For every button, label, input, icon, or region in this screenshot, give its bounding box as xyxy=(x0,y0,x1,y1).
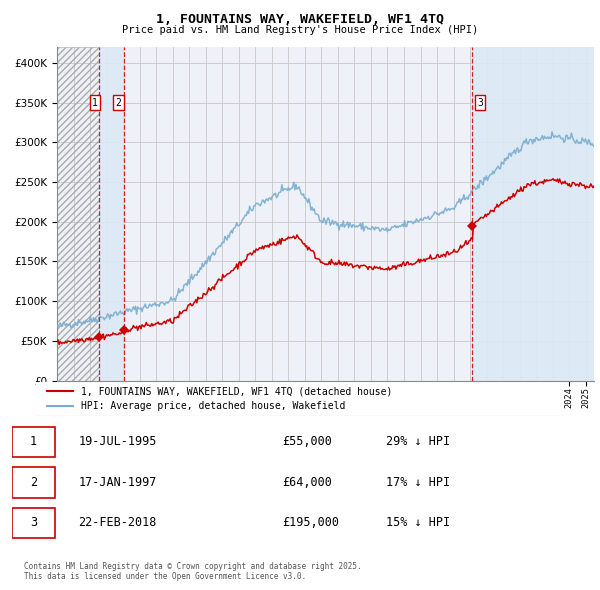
Text: 29% ↓ HPI: 29% ↓ HPI xyxy=(386,435,451,448)
Text: 15% ↓ HPI: 15% ↓ HPI xyxy=(386,516,451,529)
Text: 1: 1 xyxy=(30,435,37,448)
Text: £64,000: £64,000 xyxy=(283,476,332,489)
Bar xyxy=(99,47,124,381)
Text: 2: 2 xyxy=(115,98,121,108)
FancyBboxPatch shape xyxy=(12,467,55,497)
Text: £55,000: £55,000 xyxy=(283,435,332,448)
Text: 1, FOUNTAINS WAY, WAKEFIELD, WF1 4TQ: 1, FOUNTAINS WAY, WAKEFIELD, WF1 4TQ xyxy=(156,13,444,26)
FancyBboxPatch shape xyxy=(12,427,55,457)
Text: HPI: Average price, detached house, Wakefield: HPI: Average price, detached house, Wake… xyxy=(81,401,345,411)
Bar xyxy=(472,47,600,381)
Text: 1: 1 xyxy=(92,98,98,108)
Text: 19-JUL-1995: 19-JUL-1995 xyxy=(78,435,157,448)
FancyBboxPatch shape xyxy=(12,507,55,538)
Text: 17% ↓ HPI: 17% ↓ HPI xyxy=(386,476,451,489)
Text: Price paid vs. HM Land Registry's House Price Index (HPI): Price paid vs. HM Land Registry's House … xyxy=(122,25,478,35)
Text: Contains HM Land Registry data © Crown copyright and database right 2025.
This d: Contains HM Land Registry data © Crown c… xyxy=(24,562,362,581)
Text: 2: 2 xyxy=(30,476,37,489)
Text: 3: 3 xyxy=(477,98,483,108)
FancyBboxPatch shape xyxy=(31,381,569,417)
Text: 22-FEB-2018: 22-FEB-2018 xyxy=(78,516,157,529)
Text: 17-JAN-1997: 17-JAN-1997 xyxy=(78,476,157,489)
Text: 1, FOUNTAINS WAY, WAKEFIELD, WF1 4TQ (detached house): 1, FOUNTAINS WAY, WAKEFIELD, WF1 4TQ (de… xyxy=(81,386,392,396)
Text: £195,000: £195,000 xyxy=(283,516,340,529)
Text: 3: 3 xyxy=(30,516,37,529)
